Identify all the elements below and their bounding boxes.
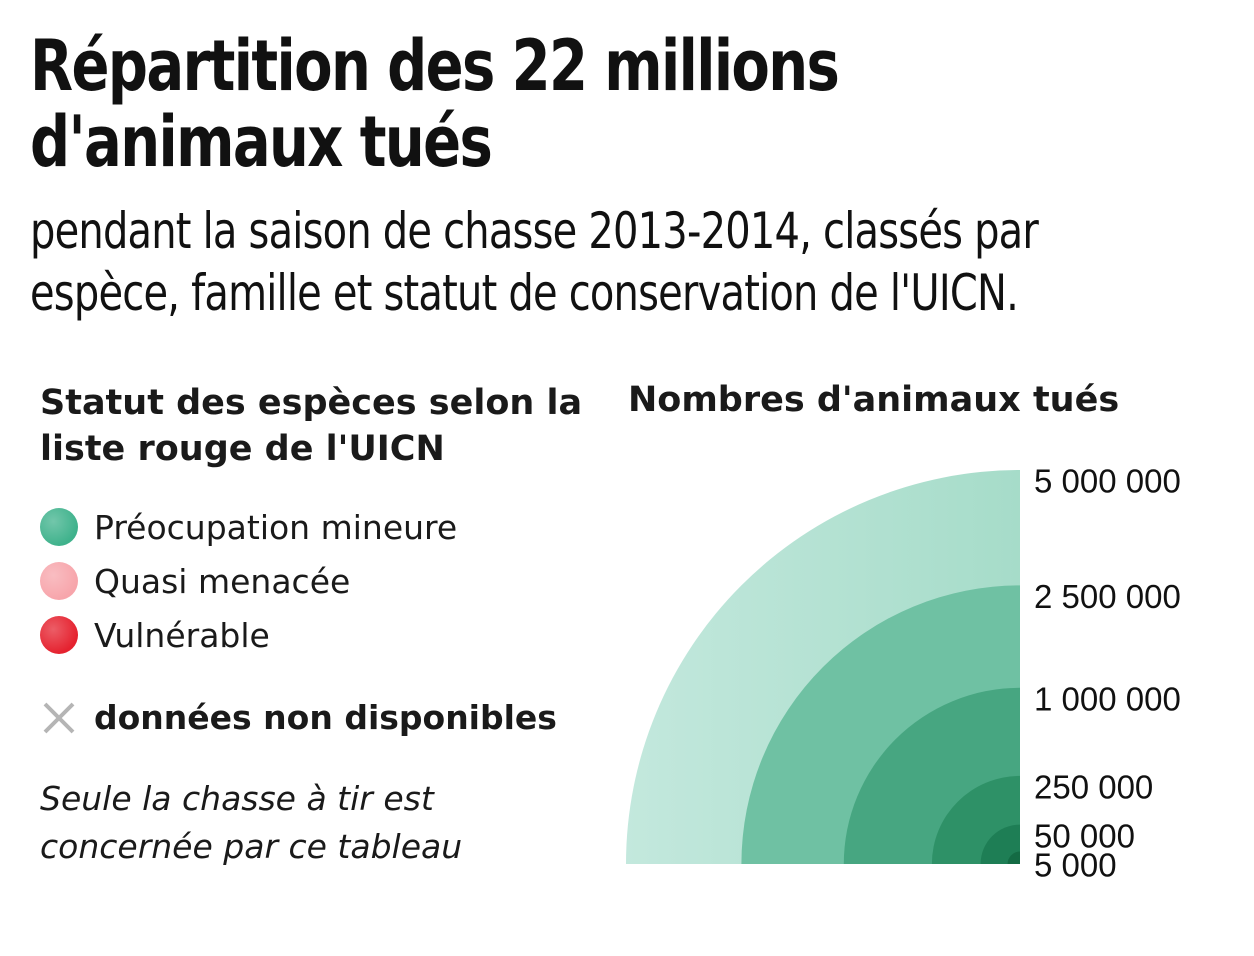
legend: Préocupation mineure Quasi menacée Vulné…	[40, 500, 457, 662]
cross-icon	[43, 702, 75, 733]
value-label: 50 000	[1034, 817, 1135, 854]
legend-item-vulnerable: Vulnérable	[40, 608, 457, 662]
legend-dot-pink-icon	[40, 562, 78, 600]
legend-item-quasi-menacee: Quasi menacée	[40, 554, 457, 608]
page-title: Répartition des 22 millions d'animaux tu…	[30, 25, 840, 183]
value-label: 1 000 000	[1034, 681, 1181, 718]
value-label: 5 000	[1034, 847, 1117, 884]
value-label: 5 000 000	[1034, 463, 1181, 500]
legend-label: Vulnérable	[94, 615, 270, 655]
legend-dot-green-icon	[40, 508, 78, 546]
value-label: 2 500 000	[1034, 578, 1181, 615]
value-label: 250 000	[1034, 769, 1153, 806]
legend-label: Quasi menacée	[94, 561, 351, 601]
legend-title: Statut des espèces selon la liste rouge …	[40, 383, 583, 469]
legend-dot-red-icon	[40, 616, 78, 654]
chart-title: Nombres d'animaux tués	[628, 380, 1120, 420]
legend-label: Préocupation mineure	[94, 507, 458, 547]
legend-item-no-data: données non disponibles	[40, 698, 557, 737]
no-data-label: données non disponibles	[94, 698, 557, 737]
page-subtitle: pendant la saison de chasse 2013-2014, c…	[30, 202, 1039, 322]
quarter-circle-5000	[1007, 851, 1020, 864]
legend-item-preoccupation-mineure: Préocupation mineure	[40, 500, 457, 554]
footnote: Seule la chasse à tir est concernée par …	[40, 779, 463, 866]
quarter-circle-50000	[980, 824, 1020, 864]
